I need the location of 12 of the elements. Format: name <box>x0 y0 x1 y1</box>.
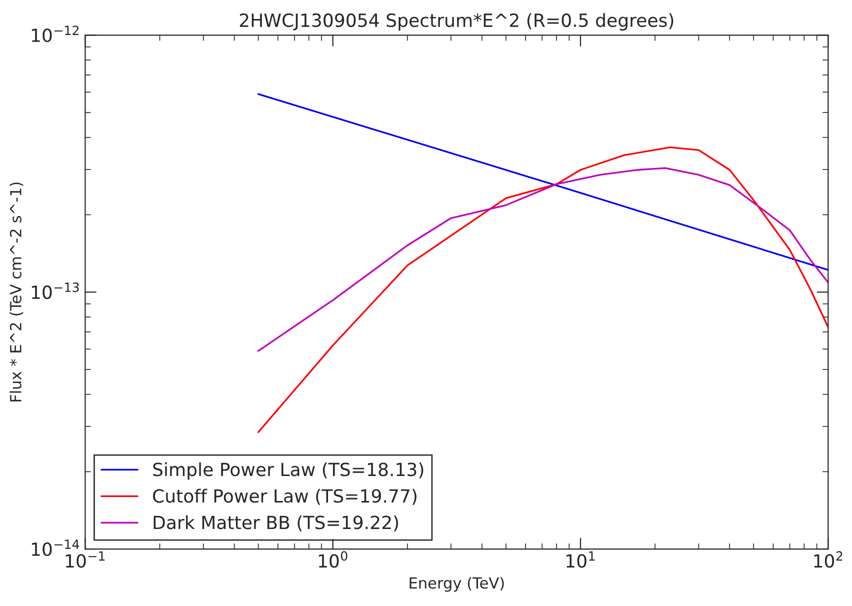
chart-title: 2HWCJ1309054 Spectrum*E^2 (R=0.5 degrees) <box>240 13 674 31</box>
legend-label: Cutoff Power Law (TS=19.77) <box>153 488 416 505</box>
x-tick-label: 10$^{2}$ <box>814 551 842 568</box>
y-axis-title: Flux * E^2 (TeV cm^-2 s^-1) <box>10 182 24 402</box>
x-tick-label: 10$^{−1}$ <box>66 551 105 568</box>
y-tick-label: 10$^{−13}$ <box>32 282 79 300</box>
x-tick-label: 10$^{1}$ <box>566 551 595 568</box>
legend-label: Dark Matter BB (TS=19.22) <box>154 515 398 532</box>
legend-label: Simple Power Law (TS=18.13) <box>153 462 424 480</box>
x-tick-label: 10$^{0}$ <box>318 551 348 568</box>
y-tick-label: 10$^{−12}$ <box>32 26 79 42</box>
x-axis-title: Energy (TeV) <box>410 576 504 592</box>
